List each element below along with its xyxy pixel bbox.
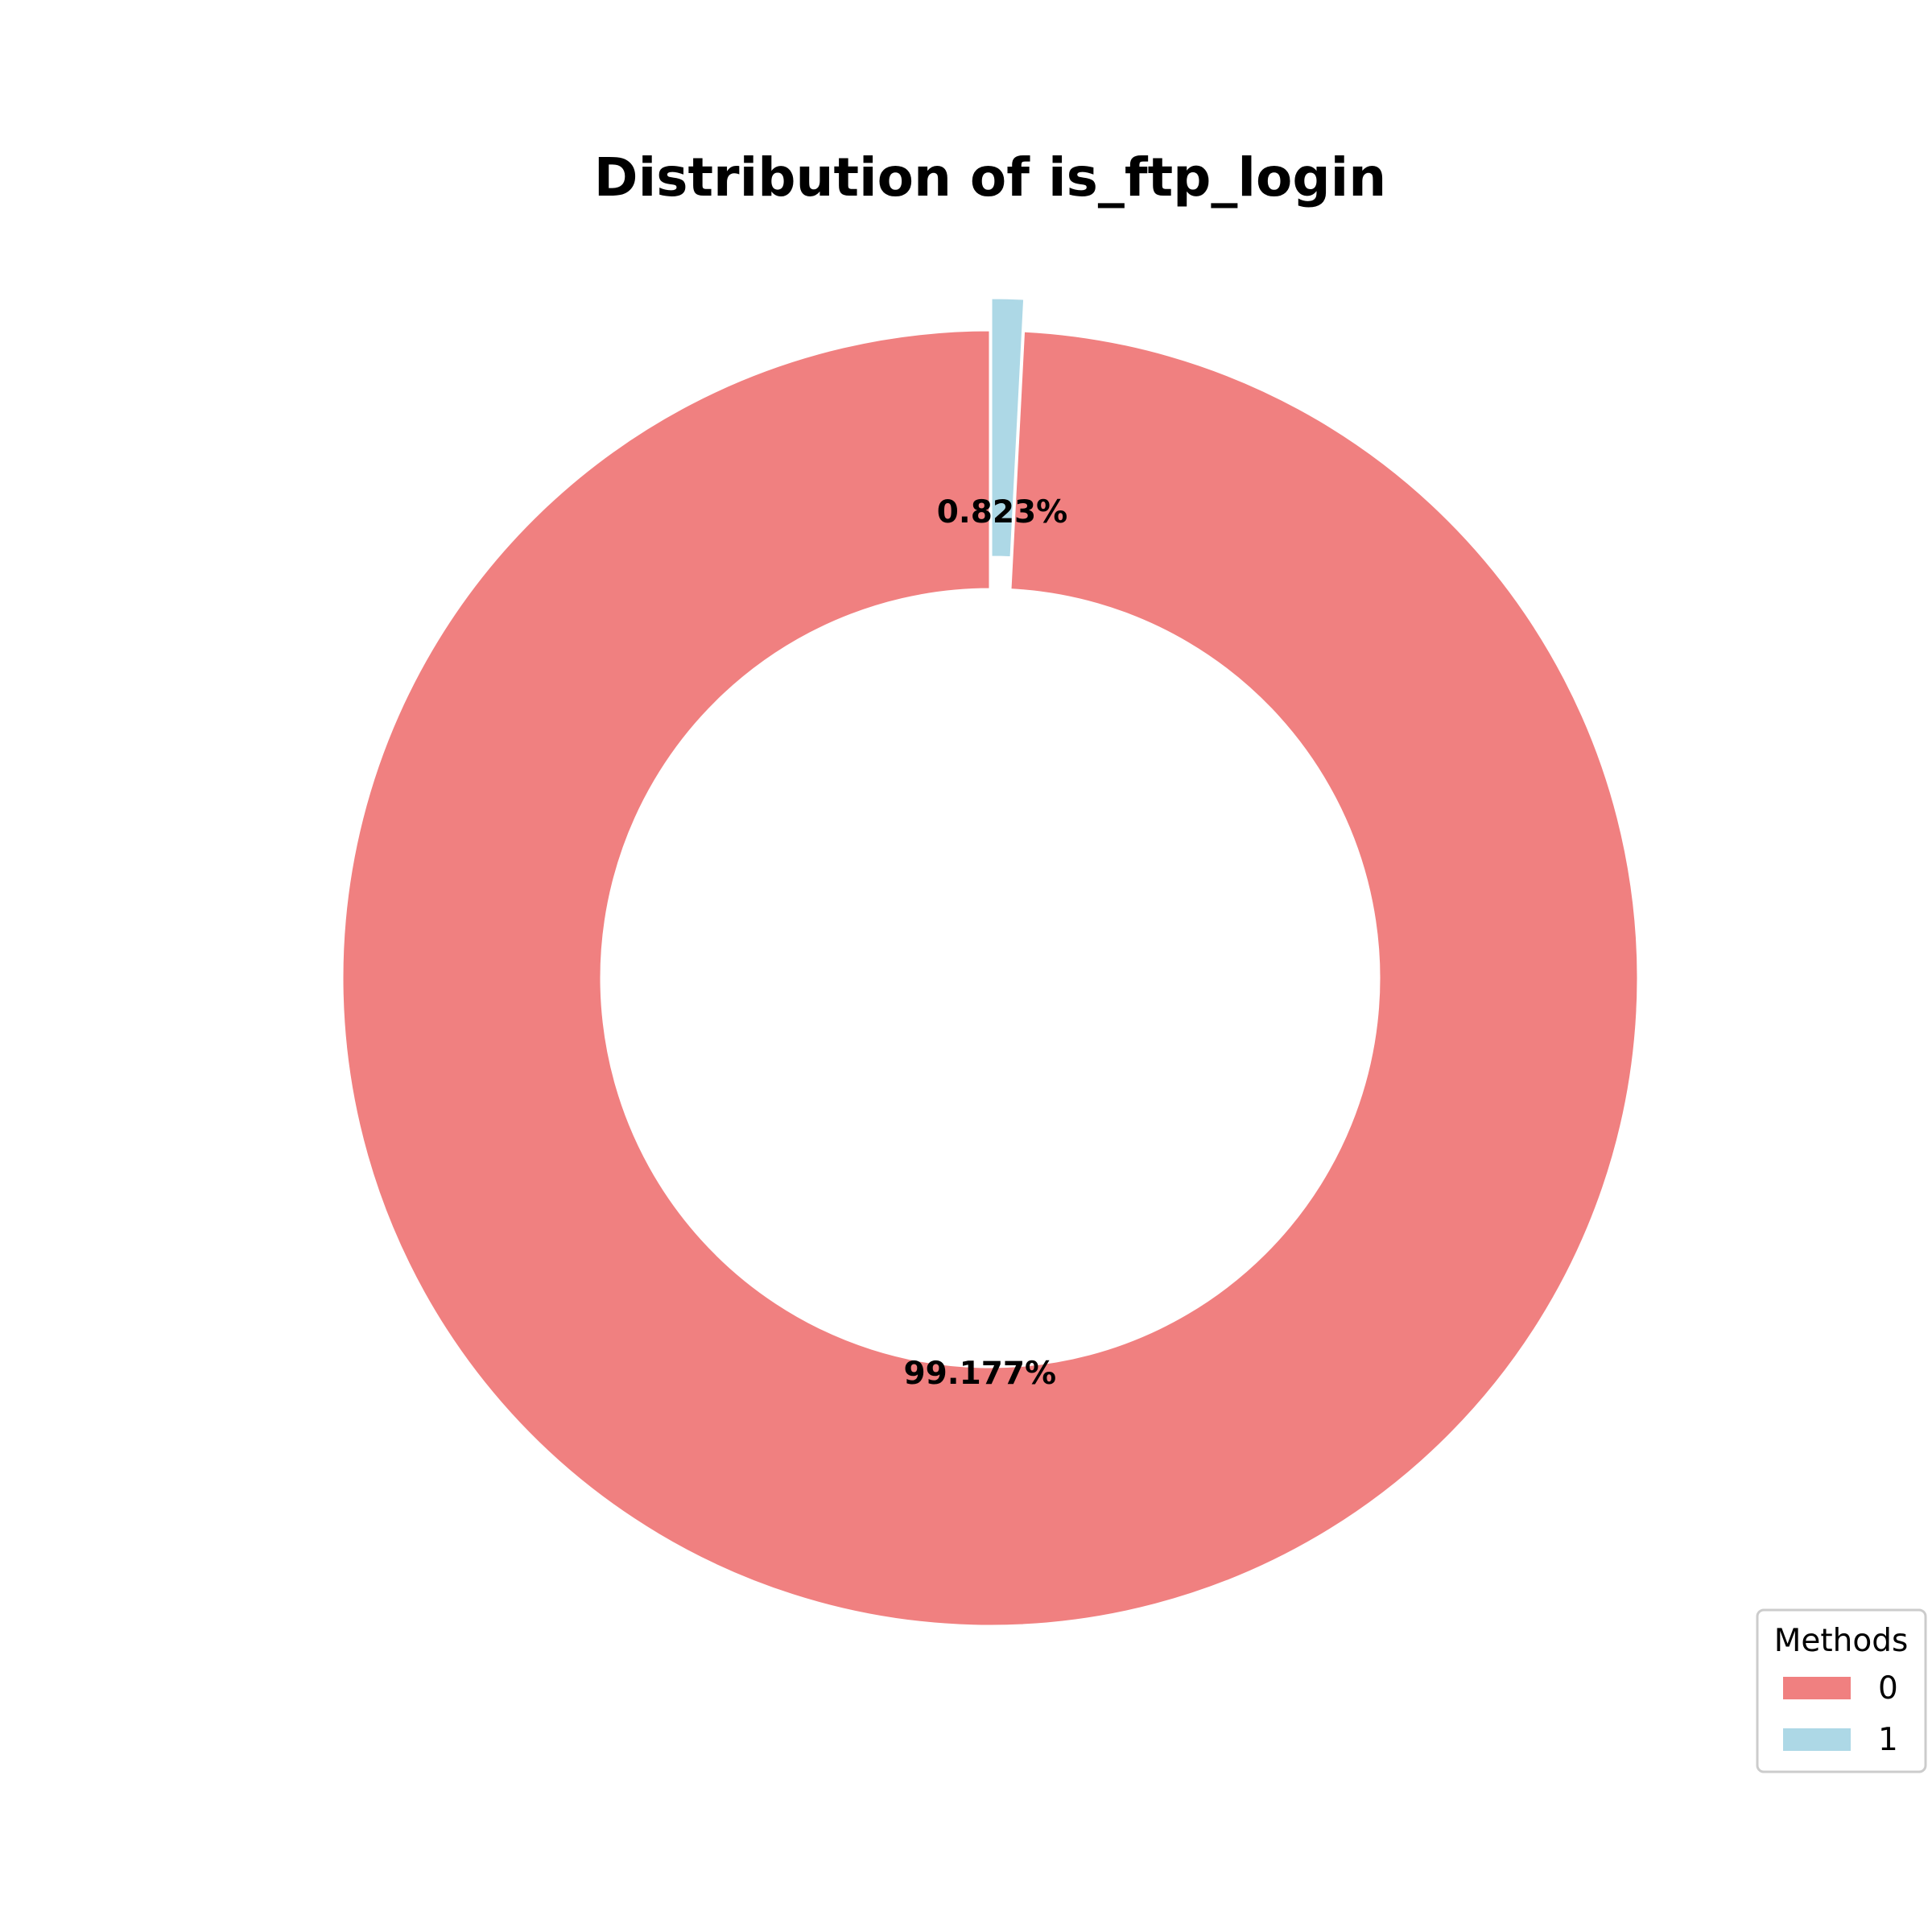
- slice-label-0: 99.177%: [904, 1356, 1057, 1392]
- legend-swatch-0: [1783, 1677, 1851, 1699]
- legend-entry-0: 0: [1878, 1670, 1898, 1707]
- legend: Methods 0 1: [1756, 1608, 1927, 1773]
- legend-entry-1: 1: [1878, 1722, 1898, 1758]
- slices: [341, 296, 1640, 1628]
- legend-swatch-1: [1783, 1728, 1851, 1751]
- slice-1: [989, 296, 1026, 559]
- chart-title: Distribution of is_ftp_login: [594, 147, 1386, 208]
- slice-0: [341, 328, 1640, 1628]
- slice-labels: 99.177% 0.823%: [904, 494, 1068, 1392]
- legend-title: Methods: [1774, 1623, 1909, 1659]
- slice-label-1: 0.823%: [937, 494, 1067, 530]
